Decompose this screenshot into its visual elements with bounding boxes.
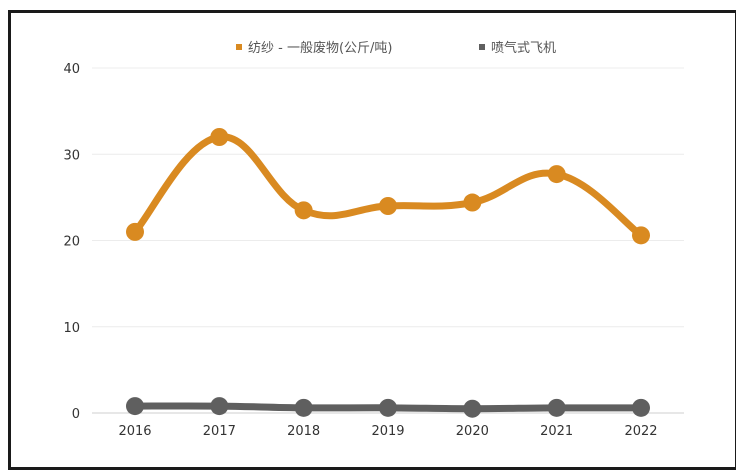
data-point[interactable] — [126, 222, 144, 241]
x-tick-label: 2017 — [203, 424, 236, 439]
legend: 纺纱 - 一般废物(公斤/吨) 喷气式飞机 — [236, 40, 556, 56]
y-tick-label: 0 — [72, 407, 80, 422]
legend-label: 纺纱 - 一般废物(公斤/吨) — [248, 40, 392, 56]
data-point[interactable] — [547, 165, 566, 184]
x-tick-label: 2018 — [287, 424, 320, 439]
legend-label: 喷气式飞机 — [491, 40, 556, 56]
data-point[interactable] — [632, 226, 650, 245]
y-tick-label: 40 — [63, 62, 80, 77]
data-point[interactable] — [379, 197, 397, 215]
y-axis-ticks: 0 10 20 30 40 — [63, 62, 80, 422]
x-tick-label: 2020 — [456, 424, 489, 439]
x-tick-label: 2016 — [118, 424, 151, 439]
data-point[interactable] — [379, 398, 397, 417]
legend-item-2[interactable]: 喷气式飞机 — [479, 40, 556, 56]
data-point[interactable] — [210, 397, 229, 416]
x-tick-label: 2021 — [540, 424, 573, 439]
y-tick-label: 30 — [63, 148, 80, 163]
legend-swatch — [479, 44, 485, 50]
data-point[interactable] — [126, 397, 144, 416]
legend-item-1[interactable]: 纺纱 - 一般废物(公斤/吨) — [236, 40, 392, 56]
data-point[interactable] — [463, 399, 482, 418]
data-point[interactable] — [463, 193, 482, 212]
legend-swatch — [236, 44, 242, 50]
x-tick-label: 2019 — [371, 424, 404, 439]
y-tick-label: 10 — [63, 321, 80, 336]
y-tick-label: 20 — [63, 235, 80, 250]
data-point[interactable] — [294, 398, 313, 417]
series-line — [131, 133, 645, 239]
data-point[interactable] — [294, 201, 313, 220]
x-tick-label: 2022 — [624, 424, 657, 439]
data-point[interactable] — [632, 398, 650, 417]
data-point[interactable] — [210, 128, 229, 146]
series-2 — [126, 397, 650, 418]
series-1 — [126, 128, 650, 245]
data-point[interactable] — [547, 398, 566, 417]
gridlines — [92, 67, 684, 414]
x-axis-ticks: 2016 2017 2018 2019 2020 2021 2022 — [118, 424, 657, 439]
series-group — [126, 128, 650, 418]
